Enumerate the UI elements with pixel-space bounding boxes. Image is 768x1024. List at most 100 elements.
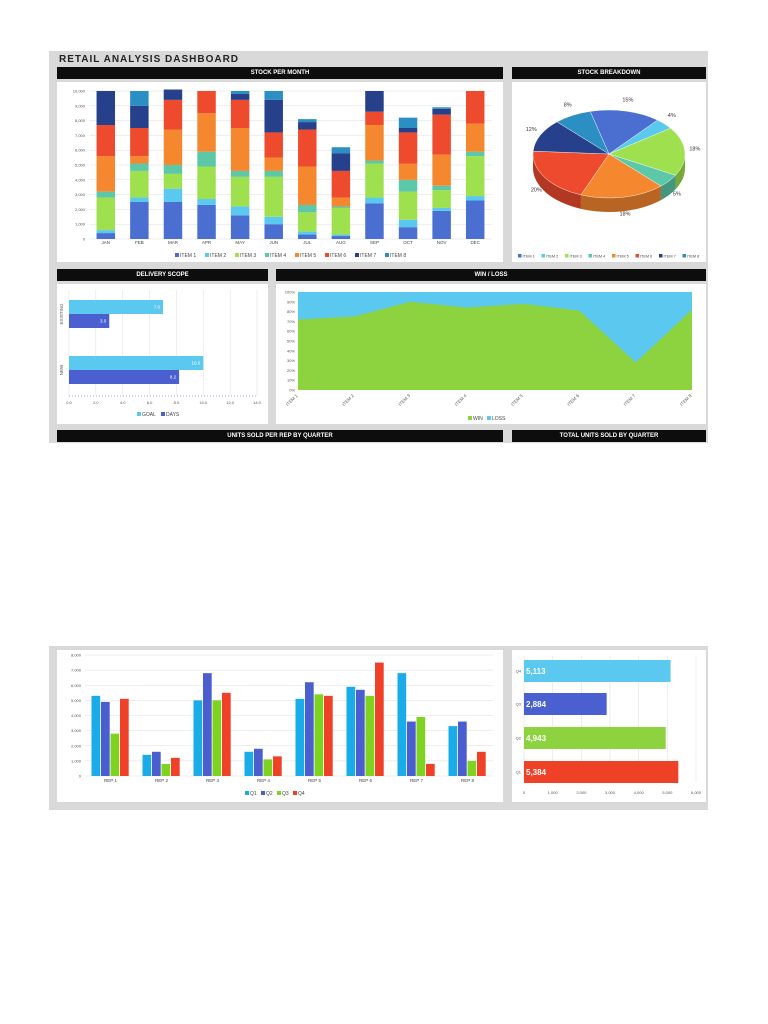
y-tick-label: 0 — [83, 237, 86, 242]
stock-bar-segment — [264, 99, 283, 133]
x-tick-label: FEB — [135, 240, 144, 245]
legend-swatch — [518, 254, 522, 258]
stock-breakdown-svg: 15% 4% 18% 5% 18% 20% 12% 8% ITEM 1 ITEM 2 ITEM 3 I… — [518, 97, 700, 259]
stock-bar-segment — [465, 196, 485, 201]
stock-bar-segment — [398, 227, 418, 239]
category-label: Q2 — [516, 736, 522, 741]
stock-bar-segment — [197, 199, 216, 205]
total-units-chart: 0 1,000 2,000 3,000 4,000 5,000 6,000 5,113 Q4 2,… — [512, 650, 706, 802]
delivery-scope-header: DELIVERY SCOPE — [57, 269, 268, 281]
pie-value-label: 18% — [619, 211, 630, 217]
stock-bar-segment — [130, 156, 149, 164]
total-value-label: 5,113 — [526, 667, 546, 676]
stock-bar-segment — [96, 233, 116, 239]
legend-label: ITEM 5 — [617, 255, 629, 259]
legend-label: ITEM 7 — [664, 255, 676, 259]
total-units-header: TOTAL UNITS SOLD BY QUARTER — [512, 430, 706, 442]
y-tick-label: 4,000 — [75, 177, 86, 182]
stock-bar-segment — [197, 113, 216, 152]
stock-bar-segment — [230, 91, 250, 94]
pie-value-label: 18% — [689, 147, 700, 153]
stock-bar-segment — [298, 129, 317, 167]
stock-bar-segment — [163, 188, 183, 202]
stock-bar-segment — [264, 170, 283, 177]
stock-bar-segment — [230, 93, 250, 100]
y-tick-label: 0 — [79, 774, 82, 779]
stock-bar-segment — [130, 197, 149, 202]
stock-bar-segment — [398, 219, 418, 228]
stock-bar-segment — [331, 207, 351, 235]
stock-bar-segment — [298, 166, 317, 205]
x-tick-label: AUG — [336, 240, 346, 245]
legend-label: ITEM 7 — [360, 253, 376, 259]
x-tick-label: ITEM 8 — [679, 393, 693, 407]
win-area — [298, 301, 692, 390]
stock-bar-segment — [230, 206, 250, 216]
pie-slice-side — [580, 186, 661, 212]
rep-bar — [212, 700, 222, 776]
legend-label: Q1 — [250, 791, 257, 797]
stock-bar-segment — [264, 176, 283, 217]
legend-swatch — [265, 253, 269, 257]
y-tick-label: 20% — [287, 368, 295, 373]
stock-bar-segment — [264, 132, 283, 158]
units-per-rep-header: UNITS SOLD PER REP BY QUARTER — [57, 430, 503, 442]
stock-bar-segment — [130, 91, 149, 106]
x-tick-label: REP 1 — [104, 778, 117, 783]
category-label: NEW — [59, 364, 64, 375]
stock-bar-segment — [365, 91, 384, 112]
stock-bar-segment — [365, 163, 384, 198]
total-units-svg: 0 1,000 2,000 3,000 4,000 5,000 6,000 5,113 Q4 2,… — [516, 656, 702, 795]
legend-swatch — [468, 416, 472, 420]
stock-bar-segment — [298, 212, 317, 232]
y-tick-label: 70% — [287, 319, 295, 324]
stock-bar-segment — [432, 190, 451, 208]
y-tick-label: 6,000 — [75, 148, 86, 153]
x-tick-label: 4,000 — [634, 790, 645, 795]
x-tick-label: 6.0 — [147, 400, 153, 405]
x-tick-label: 10.0 — [199, 400, 208, 405]
rep-bar — [458, 721, 467, 776]
total-bar — [524, 660, 671, 682]
stock-bar-segment — [163, 165, 183, 174]
y-tick-label: 60% — [287, 329, 295, 334]
stock-bar-segment — [230, 215, 250, 239]
x-tick-label: 14.0 — [253, 400, 262, 405]
days-bar — [69, 370, 180, 384]
stock-bar-segment — [465, 151, 485, 157]
legend-label: ITEM 3 — [240, 253, 256, 259]
stock-bar-segment — [163, 89, 183, 100]
pie-slice — [608, 127, 686, 176]
total-value-label: 4,943 — [526, 734, 547, 743]
x-tick-label: ITEM 1 — [285, 393, 299, 407]
x-tick-label: REP 7 — [410, 778, 423, 783]
stock-bar-segment — [130, 128, 149, 157]
stock-bar-segment — [264, 224, 283, 239]
rep-bar — [365, 695, 375, 776]
stock-bar-segment — [465, 200, 485, 239]
y-tick-label: 100% — [285, 290, 296, 295]
stock-bar-segment — [130, 202, 149, 239]
win-loss-chart: 0% 10% 20% 30% 40% 50% 60% 70% 80% 90% 100% ITEM 1 I… — [276, 284, 706, 424]
stock-bar-segment — [197, 91, 216, 114]
stock-bar-segment — [398, 117, 418, 128]
stock-bar-segment — [365, 197, 384, 204]
legend-swatch — [245, 791, 249, 795]
pie-value-label: 20% — [531, 187, 542, 193]
goal-value-label: 7.0 — [154, 305, 161, 310]
pie-value-label: 12% — [526, 127, 537, 133]
legend-swatch — [161, 412, 165, 416]
x-tick-label: REP 6 — [359, 778, 372, 783]
x-tick-label: OCT — [403, 240, 413, 245]
stock-bar-segment — [365, 203, 384, 239]
stock-bar-segment — [96, 230, 116, 234]
pie-value-label: 15% — [622, 97, 633, 103]
rep-bar — [324, 695, 333, 776]
category-label: Q4 — [516, 669, 522, 674]
stock-bar-segment — [398, 163, 418, 180]
legend-label: ITEM 6 — [640, 255, 652, 259]
legend-swatch — [295, 253, 299, 257]
stock-bar-segment — [365, 125, 384, 161]
legend-label: ITEM 8 — [390, 253, 406, 259]
y-tick-label: 0% — [289, 388, 295, 393]
